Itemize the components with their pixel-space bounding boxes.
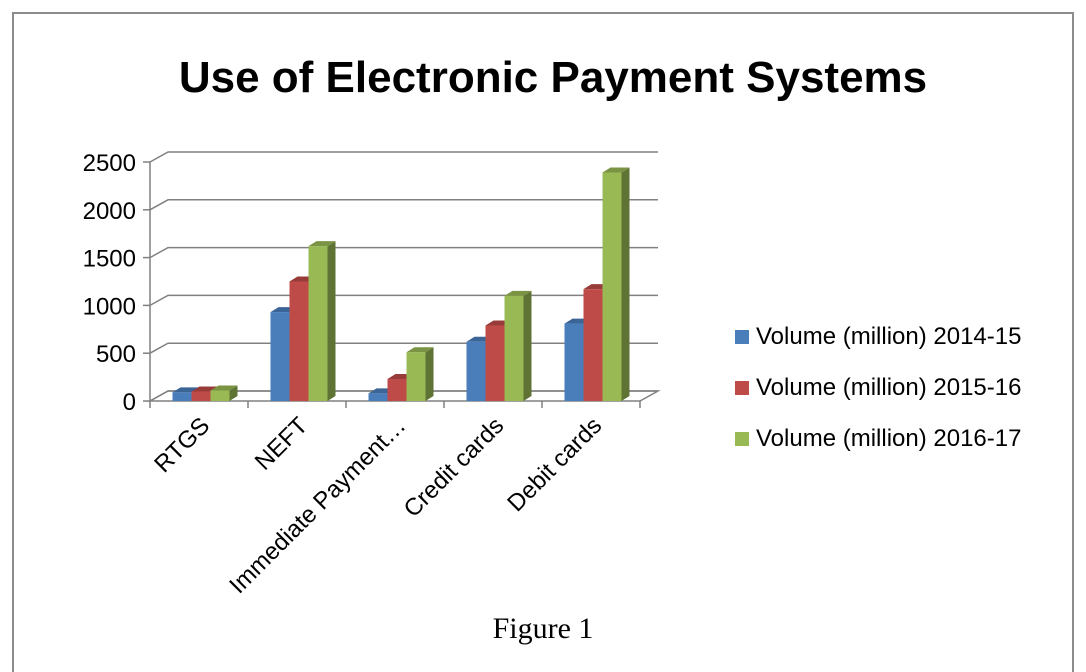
bar: [308, 241, 336, 401]
bar-front: [466, 341, 486, 401]
legend: Volume (million) 2014-15 Volume (million)…: [735, 323, 1021, 452]
legend-swatch: [735, 381, 749, 395]
bar-front: [308, 246, 328, 401]
bar: [602, 167, 630, 401]
bar-front: [172, 392, 192, 401]
bar-side: [621, 167, 630, 401]
chart-title: Use of Electronic Payment Systems: [179, 53, 927, 102]
figure-frame: [12, 12, 1074, 672]
figure-caption: Figure 1: [492, 612, 594, 645]
bar-top: [308, 241, 336, 247]
bar-front: [387, 379, 407, 401]
x-tick-label: NEFT: [250, 412, 314, 476]
bar-front: [191, 391, 211, 401]
bar-front: [504, 295, 524, 401]
gridline: [149, 294, 658, 307]
bar-front: [368, 393, 388, 401]
bar-front: [485, 325, 505, 401]
bar-top: [406, 347, 434, 353]
bar-top: [504, 290, 532, 296]
bar-front: [406, 352, 426, 401]
x-tick-label: Credit cards: [399, 412, 510, 523]
y-tick-label: 1500: [83, 246, 136, 273]
legend-label: Volume (million) 2015-16: [756, 374, 1021, 401]
bar: [504, 290, 532, 401]
gridlines: [149, 151, 658, 402]
bar-front: [564, 323, 584, 401]
gridline: [149, 246, 658, 259]
bar: [406, 347, 434, 401]
bar-front: [270, 312, 290, 401]
bar-front: [583, 289, 603, 401]
bar-side: [523, 290, 532, 401]
x-tick-label: Debit cards: [502, 412, 607, 517]
x-tick-label: RTGS: [149, 412, 215, 478]
bar-front: [602, 172, 622, 401]
bar-front: [210, 390, 230, 401]
x-tick-label: Immediate Payment…: [224, 412, 411, 599]
y-tick-label: 1000: [83, 293, 136, 320]
bars: [172, 167, 630, 401]
gridline: [149, 151, 658, 163]
bar: [210, 385, 238, 401]
legend-swatch: [735, 330, 749, 344]
bar-side: [327, 241, 336, 401]
y-tick-label: 0: [123, 389, 136, 416]
y-tick-label: 2500: [83, 150, 136, 177]
bar-side: [425, 347, 434, 401]
bar-front: [289, 281, 309, 401]
y-tick-label: 2000: [83, 198, 136, 225]
y-axis-ticks: 0 500 1000 1500 2000 2500: [83, 150, 150, 416]
legend-label: Volume (million) 2014-15: [756, 323, 1021, 350]
bar-side: [229, 385, 238, 401]
y-tick-label: 500: [96, 341, 136, 368]
gridline: [149, 199, 658, 211]
legend-label: Volume (million) 2016-17: [756, 425, 1021, 452]
legend-swatch: [735, 432, 749, 446]
bar-top: [210, 385, 238, 391]
bar-top: [602, 167, 630, 173]
